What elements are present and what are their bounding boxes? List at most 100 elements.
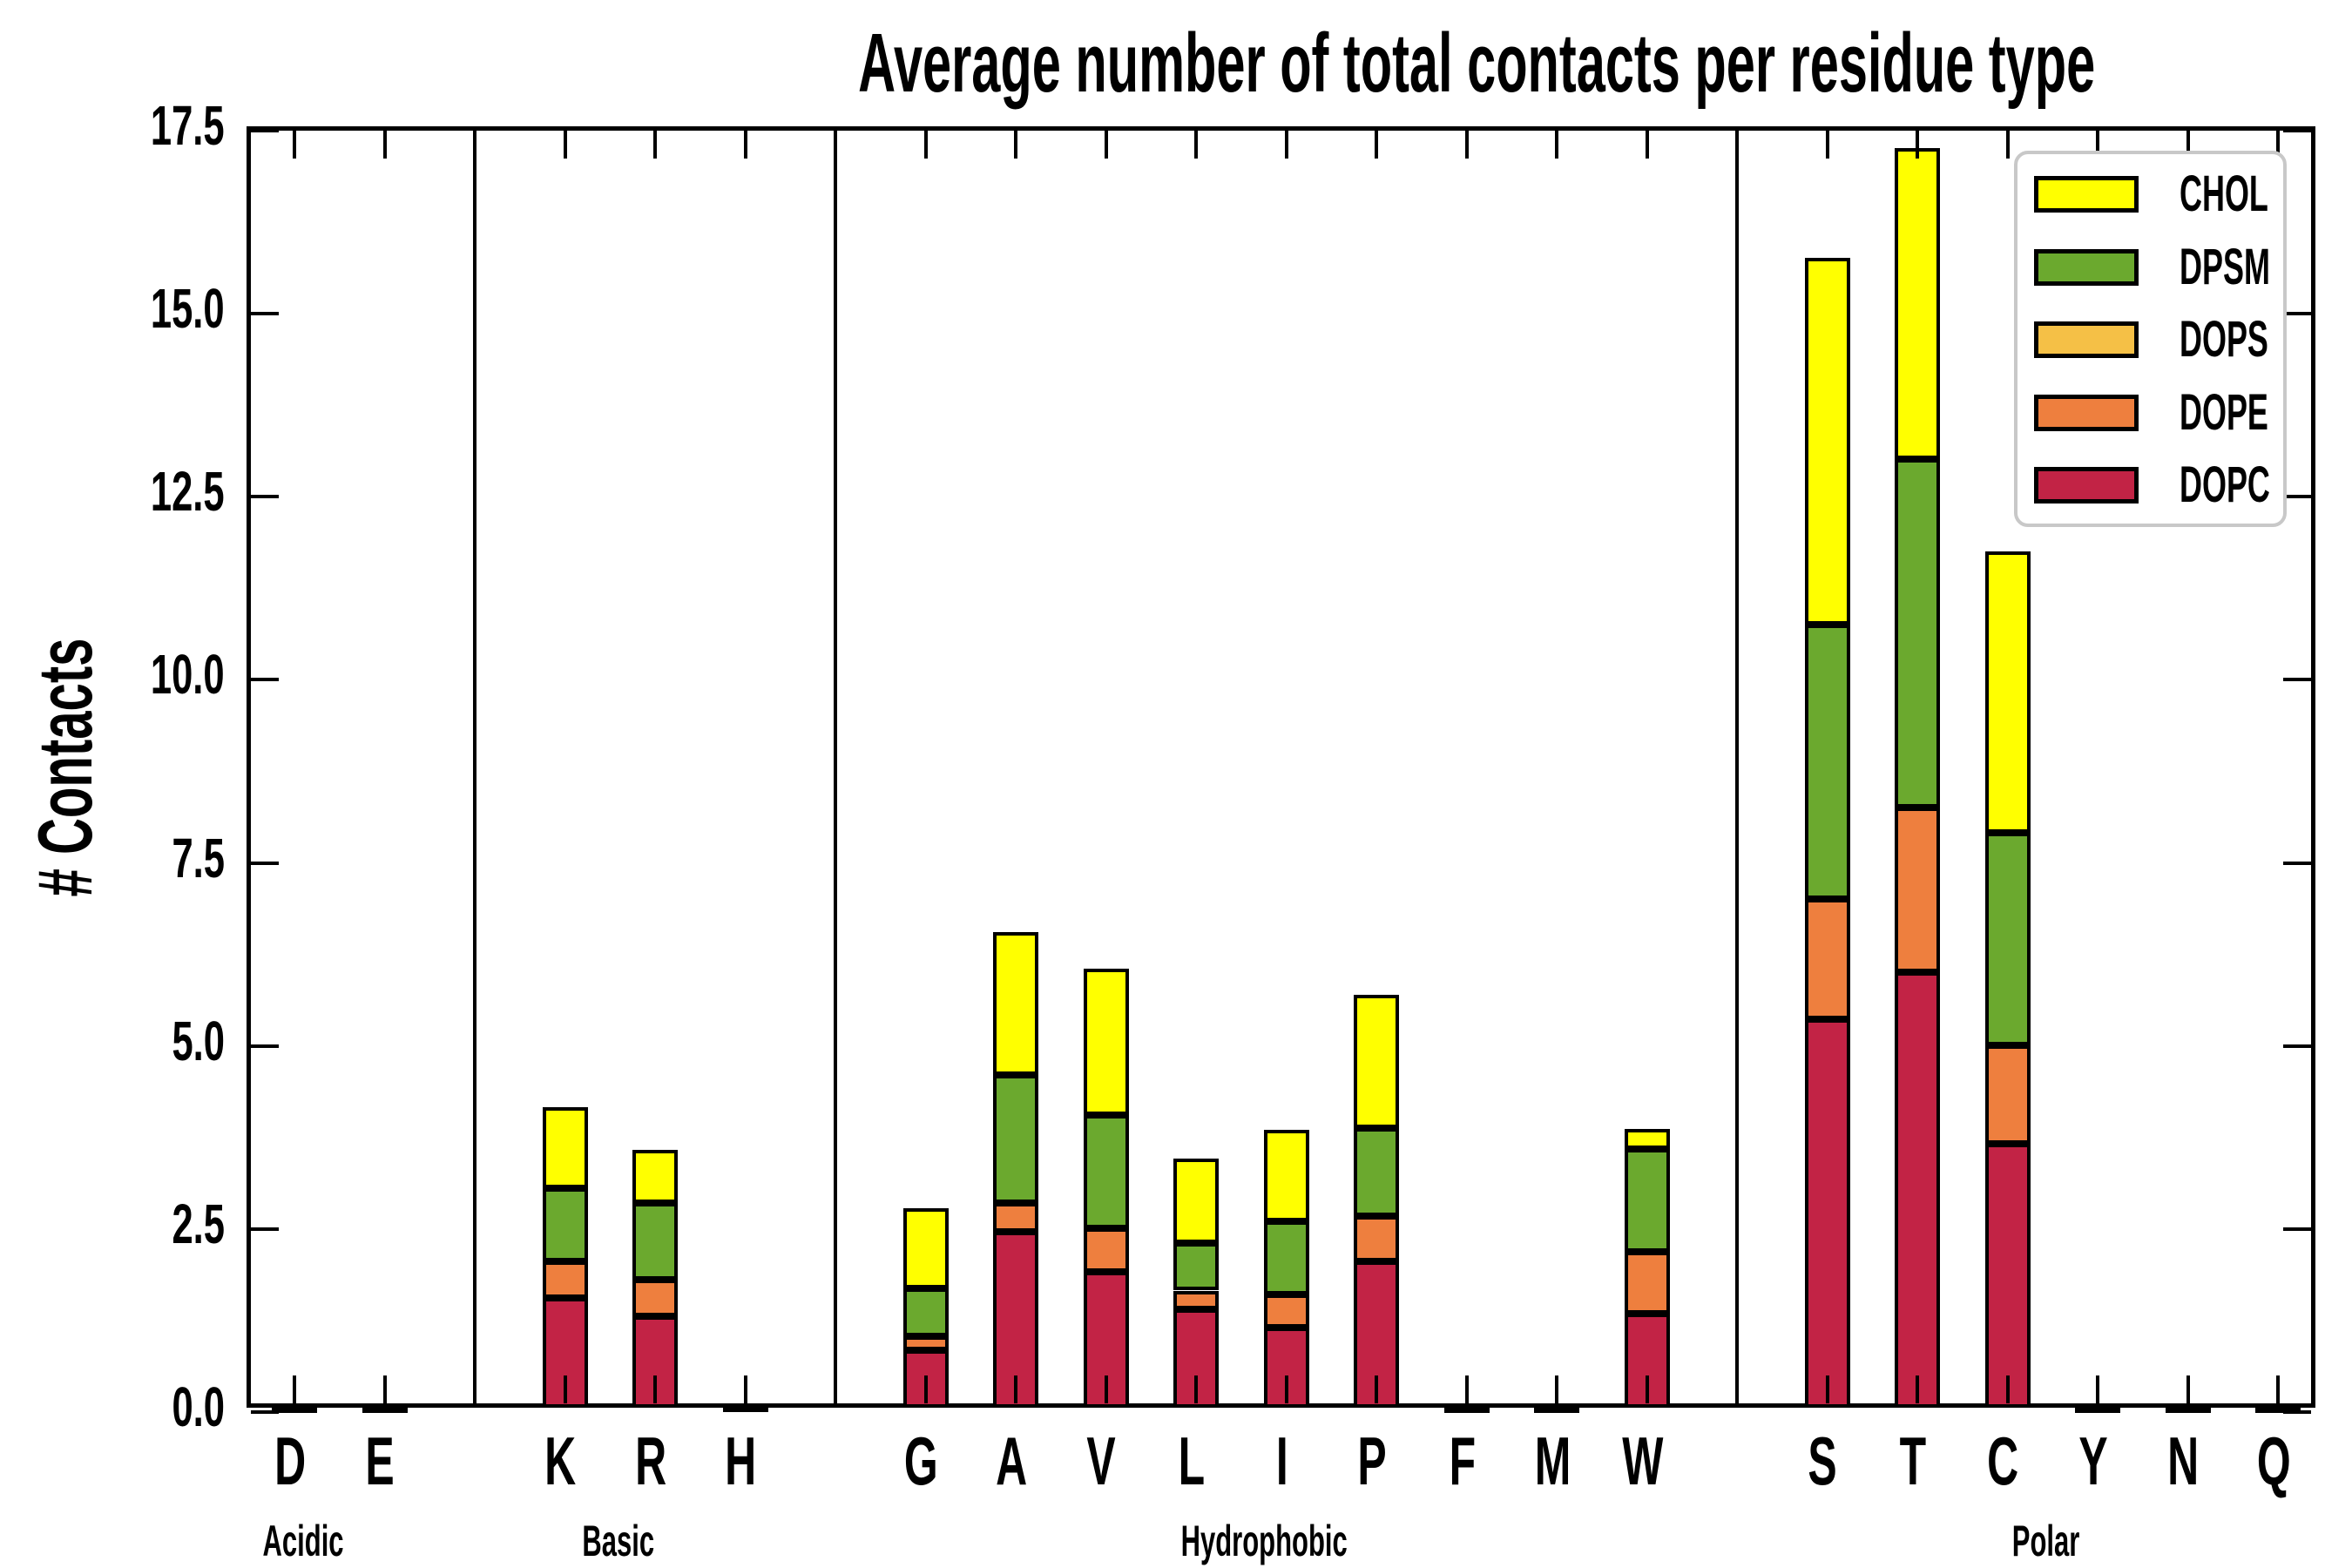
group-label-polar: Polar	[1740, 1519, 2350, 1563]
legend: CHOL DPSM DOPS DOPE DOPC	[2014, 151, 2287, 527]
x-tick-top	[1645, 131, 1649, 159]
bar-segment-CHOL-G	[902, 1207, 949, 1288]
bar-segment-DOPC-Q	[2255, 1406, 2301, 1414]
x-tick-label-text: R	[634, 1423, 667, 1499]
bar-segment-CHOL-T	[1895, 148, 1940, 460]
x-tick-bottom	[1464, 1375, 1469, 1403]
bar-segment-DOPC-T	[1895, 971, 1940, 1408]
x-tick-top	[1014, 131, 1017, 159]
x-tick-bottom	[1825, 1375, 1829, 1403]
x-tick-top	[1375, 131, 1378, 159]
x-tick-label-text: P	[1357, 1423, 1387, 1499]
bar-segment-DOPC-E	[362, 1406, 408, 1414]
y-tick-left	[251, 495, 279, 499]
x-tick-bottom	[382, 1375, 387, 1403]
bar-segment-CHOL-A	[993, 931, 1038, 1075]
y-tick-label: 2.5	[77, 1196, 225, 1252]
x-tick-bottom	[2276, 1375, 2280, 1403]
x-tick-label-D: D	[229, 1427, 351, 1495]
bar-segment-DOPE-L	[1173, 1290, 1219, 1309]
y-tick-label: 5.0	[77, 1013, 225, 1069]
x-tick-label-text: D	[274, 1423, 307, 1499]
x-tick-label-text: I	[1275, 1423, 1288, 1499]
bar-segment-DPSM-P	[1354, 1127, 1399, 1216]
x-tick-bottom	[2096, 1375, 2099, 1403]
x-tick-label-Q: Q	[2213, 1427, 2335, 1495]
bar-segment-DOPC-S	[1804, 1019, 1850, 1408]
legend-label-text: DOPC	[2180, 456, 2270, 513]
x-tick-top	[923, 131, 928, 159]
x-tick-label-text: H	[725, 1423, 757, 1499]
y-tick-label-text: 12.5	[151, 460, 225, 524]
bar-segment-DOPC-Y	[2075, 1406, 2120, 1414]
bar-segment-DPSM-L	[1173, 1242, 1219, 1291]
x-tick-top	[1916, 131, 1919, 159]
x-tick-top	[2096, 131, 2099, 159]
x-tick-label-text: N	[2167, 1423, 2200, 1499]
x-tick-label-text: M	[1534, 1423, 1571, 1499]
bar-segment-DPSM-A	[993, 1074, 1038, 1203]
x-tick-label-P: P	[1311, 1427, 1433, 1495]
legend-label-DOPE: DOPE	[2180, 383, 2322, 441]
x-tick-label-text: W	[1621, 1423, 1664, 1499]
x-tick-bottom	[743, 1375, 747, 1403]
x-tick-label-text: K	[544, 1423, 577, 1499]
x-tick-label-text: E	[365, 1423, 395, 1499]
chart-title: Average number of total contacts per res…	[479, 16, 2095, 112]
bar-segment-DOPC-F	[1443, 1406, 1490, 1414]
x-tick-top	[563, 131, 567, 159]
x-tick-bottom	[1375, 1375, 1378, 1403]
x-tick-top	[1194, 131, 1198, 159]
x-tick-label-text: S	[1808, 1423, 1838, 1499]
x-tick-label-text: G	[904, 1423, 938, 1499]
x-tick-bottom	[1014, 1375, 1017, 1403]
bar-segment-DOPE-R	[632, 1279, 678, 1316]
bar-segment-DOPC-H	[722, 1405, 768, 1413]
bar-segment-DOPC-C	[1984, 1144, 2031, 1408]
y-tick-left	[251, 1044, 279, 1048]
y-tick-label: 17.5	[77, 98, 225, 153]
legend-label-text: DOPE	[2180, 383, 2268, 441]
legend-row-DOPE: DOPE	[2017, 387, 2283, 439]
bar-segment-DOPE-W	[1624, 1251, 1670, 1315]
x-tick-top	[1104, 131, 1108, 159]
bar-segment-CHOL-S	[1804, 258, 1850, 625]
bar-segment-CHOL-K	[542, 1107, 588, 1188]
bar-segment-CHOL-L	[1173, 1159, 1219, 1243]
bar-segment-DPSM-V	[1083, 1114, 1129, 1229]
y-tick-label: 15.0	[77, 280, 225, 336]
legend-label-DOPS: DOPS	[2180, 314, 2322, 365]
group-separator-line	[1735, 131, 1739, 1403]
x-tick-bottom	[1645, 1375, 1649, 1403]
y-tick-right	[2283, 1227, 2311, 1231]
bar-segment-DPSM-G	[902, 1288, 949, 1336]
legend-swatch-DOPC	[2034, 467, 2139, 504]
legend-label-DPSM: DPSM	[2180, 241, 2326, 293]
group-label-text: Hydrophobic	[1180, 1517, 1348, 1565]
y-tick-left	[251, 312, 279, 316]
legend-label-text: CHOL	[2180, 166, 2268, 222]
y-tick-right	[2283, 1044, 2311, 1048]
bar-segment-DOPE-P	[1354, 1215, 1399, 1261]
x-tick-top	[1825, 131, 1829, 159]
x-tick-label-Y: Y	[2032, 1427, 2154, 1495]
x-tick-bottom	[2005, 1375, 2010, 1403]
bar-segment-DPSM-W	[1624, 1149, 1670, 1252]
bar-segment-CHOL-V	[1083, 968, 1129, 1115]
legend-label-CHOL: CHOL	[2180, 169, 2322, 220]
y-tick-label-text: 10.0	[151, 643, 225, 706]
legend-row-CHOL: CHOL	[2017, 168, 2283, 220]
bar-segment-DOPC-K	[542, 1297, 588, 1408]
bar-segment-CHOL-P	[1354, 994, 1399, 1128]
y-tick-right	[2283, 678, 2311, 682]
legend-row-DOPC: DOPC	[2017, 459, 2283, 511]
y-tick-label-text: 0.0	[172, 1375, 225, 1438]
x-tick-label-R: R	[590, 1427, 712, 1495]
group-label-text: Acidic	[262, 1517, 344, 1565]
x-tick-bottom	[1194, 1375, 1198, 1403]
y-tick-label-text: 2.5	[172, 1192, 225, 1255]
x-tick-label-S: S	[1762, 1427, 1884, 1495]
y-tick-right	[2283, 312, 2311, 316]
x-tick-label-text: L	[1178, 1423, 1206, 1499]
